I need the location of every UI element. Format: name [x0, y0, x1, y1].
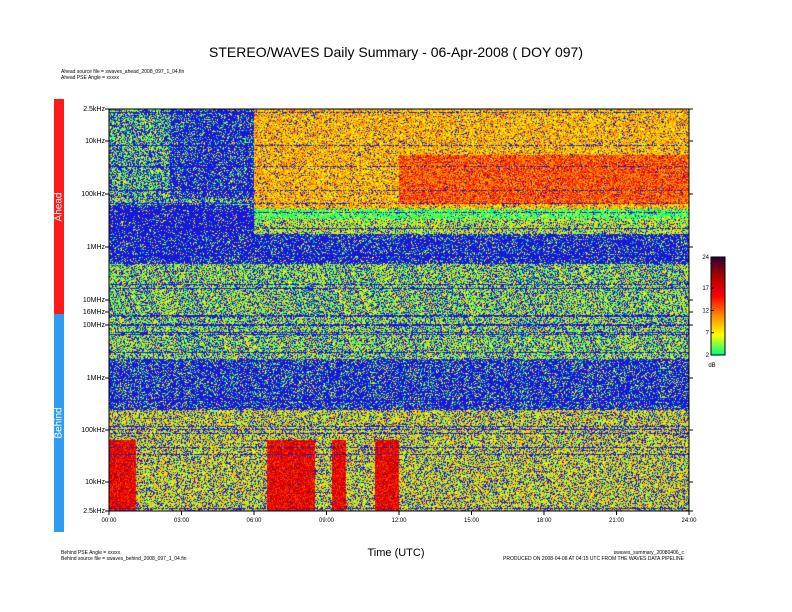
behind-y-tick-label: 2.5kHz [83, 508, 105, 515]
colorbar [711, 257, 725, 355]
x-tick-label: 03:00 [174, 518, 190, 524]
behind-y-tick-label: 10MHz [83, 322, 106, 329]
ahead-y-tick-label: 1MHz [87, 244, 106, 251]
colorbar-tick-label: 24 [702, 255, 709, 261]
x-tick-label: 18:00 [536, 518, 552, 524]
colorbar-frame [710, 256, 726, 356]
x-tick-label: 06:00 [246, 518, 262, 524]
behind-source-file: Behind source file = swaves_behind_2008_… [61, 556, 187, 562]
ahead-y-tick-label: 2.5kHz [83, 106, 105, 113]
ahead-source-file: Ahead source file = swaves_ahead_2008_09… [61, 69, 185, 75]
colorbar-tick-label: 17 [702, 286, 709, 292]
x-tick-label: 15:00 [464, 518, 480, 524]
production-line: PRODUCED ON 2008-04-08 AT 04:15 UTC FROM… [503, 556, 684, 562]
behind-pse-angle: Behind PSE Angle = xxxxx [61, 550, 121, 556]
x-axis-label: Time (UTC) [367, 547, 425, 559]
behind-panel-bar: Behind [54, 314, 65, 532]
spectrogram-heatmap [109, 109, 689, 511]
behind-y-tick-label: 1MHz [87, 375, 106, 382]
behind-y-tick-label: 10kHz [85, 479, 105, 486]
behind-y-tick-label: 100kHz [81, 427, 105, 434]
x-tick-label: 00:00 [101, 518, 117, 524]
colorbar-tick-label: 12 [702, 308, 709, 314]
ahead-y-tick-label: 10MHz [83, 297, 106, 304]
x-tick-label: 24:00 [681, 518, 697, 524]
plot-frame [108, 108, 690, 512]
x-tick-label: 12:00 [391, 518, 407, 524]
ahead-y-tick-label: 10kHz [85, 138, 105, 145]
ahead-y-tick-label: 100kHz [81, 191, 105, 198]
summary-filename: swaves_summary_20080406_c [613, 550, 684, 556]
colorbar-tick-label: 7 [706, 331, 710, 337]
x-tick-label: 21:00 [609, 518, 625, 524]
ahead-panel-bar: Ahead [54, 99, 65, 314]
ahead-pse-angle: Ahead PSE Angle = xxxxx [61, 75, 119, 81]
colorbar-label: dB [708, 363, 715, 369]
x-tick-label: 09:00 [319, 518, 335, 524]
colorbar-tick-label: 2 [706, 353, 710, 359]
ahead-y-tick-label: 16MHz [83, 309, 106, 316]
chart-title: STEREO/WAVES Daily Summary - 06-Apr-2008… [209, 44, 583, 60]
